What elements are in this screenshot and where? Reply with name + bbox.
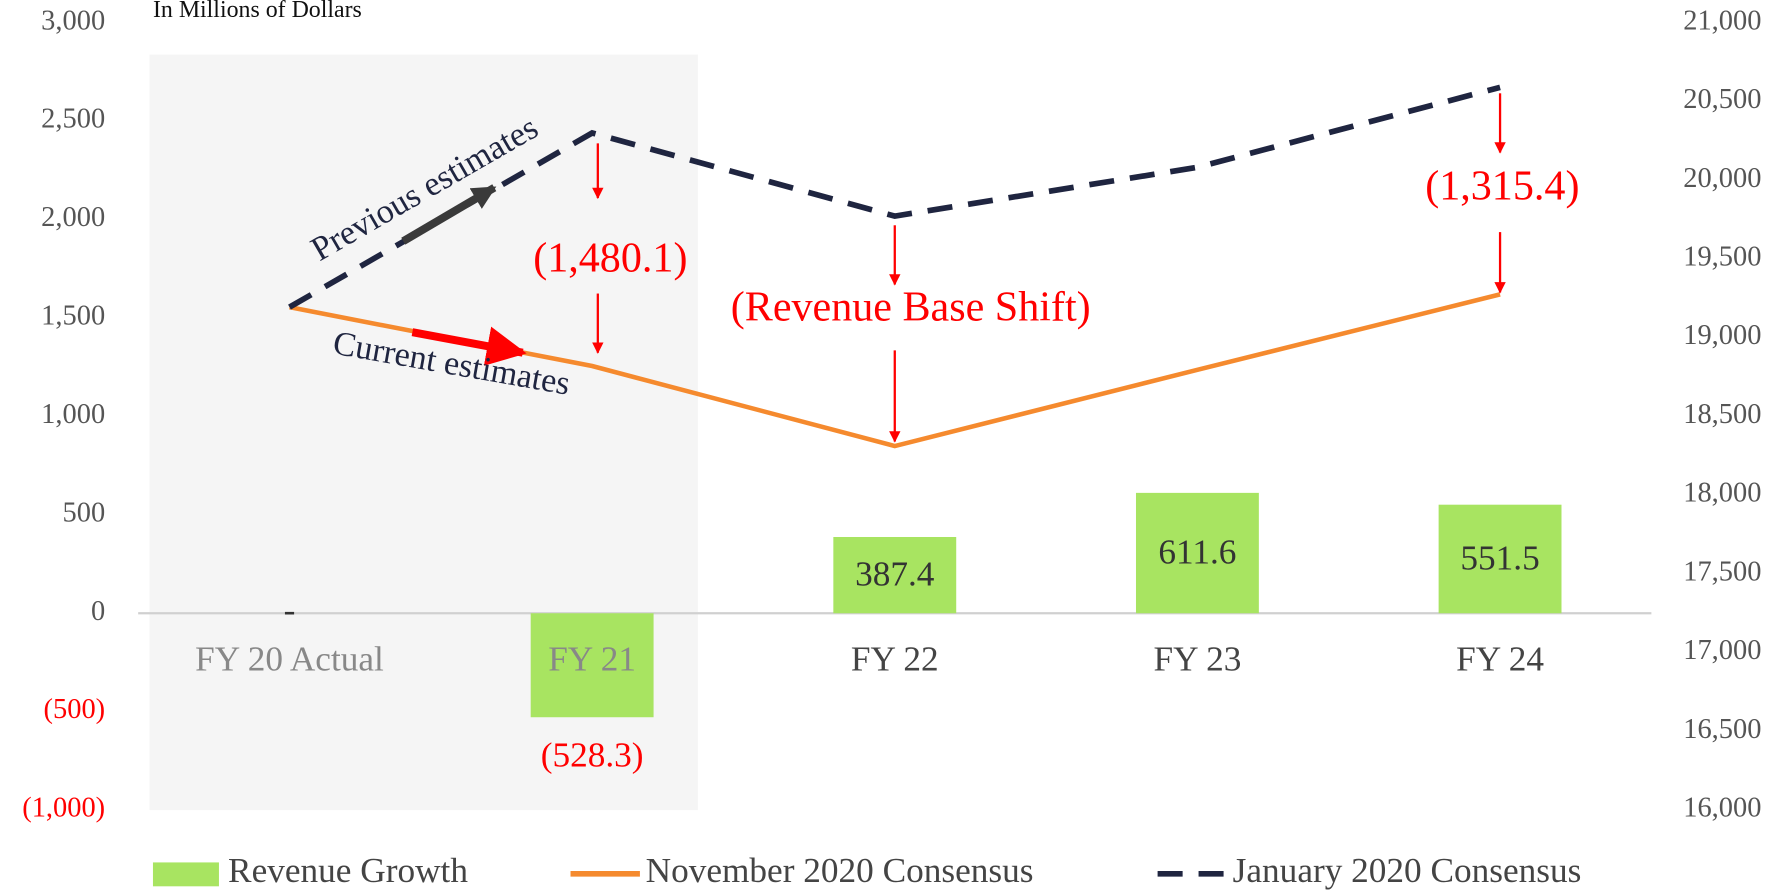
bar (1438, 504, 1562, 614)
line (288, 84, 1501, 310)
y-tick-label: 500 (63, 497, 106, 528)
bar (833, 536, 957, 614)
y2-tick-label: 19,500 (1683, 241, 1761, 272)
bar (530, 613, 654, 718)
annotation: (1,480.1) (533, 234, 687, 281)
x-tick-label: FY 24 (1456, 639, 1544, 678)
y2-tick-label: 20,000 (1683, 163, 1761, 194)
y2-tick-label: 18,500 (1683, 399, 1761, 430)
data-label: (528.3) (541, 735, 644, 774)
y-tick-label: 3,000 (41, 5, 105, 36)
data-label: 387.4 (855, 554, 935, 593)
annotation: (Revenue Base Shift) (731, 283, 1091, 330)
y-tick-label: 1,500 (41, 301, 105, 332)
y2-tick-label: 21,000 (1683, 5, 1761, 36)
y-tick-label: 2,000 (41, 202, 105, 233)
data-label: 551.5 (1460, 538, 1539, 577)
y2-tick-label: 19,000 (1683, 320, 1761, 351)
y2-tick-label: 16,500 (1683, 714, 1761, 745)
annotation-arrows (592, 93, 1506, 443)
x-tick-label: FY 20 Actual (195, 639, 384, 678)
subtitle: In Millions of Dollars (153, 0, 362, 23)
bar (1135, 492, 1259, 614)
annotation: (1,315.4) (1425, 163, 1579, 210)
y-tick-label: (1,000) (22, 793, 105, 824)
data-label: 611.6 (1158, 532, 1236, 571)
y2-tick-label: 17,000 (1683, 635, 1761, 666)
x-tick-label: FY 22 (851, 639, 939, 678)
y-tick-label: 1,000 (41, 399, 105, 430)
y-tick-label: 2,500 (41, 104, 105, 135)
previous-arrow (401, 184, 497, 245)
y2-tick-label: 17,500 (1683, 556, 1761, 587)
y-tick-label: 0 (91, 596, 105, 627)
data-label: - (284, 590, 296, 629)
legend-swatch (152, 862, 219, 887)
legend-label: November 2020 Consensus (646, 851, 1034, 890)
y2-tick-label: 20,500 (1683, 84, 1761, 115)
y-tick-label: (500) (44, 694, 106, 725)
y2-tick-label: 16,000 (1683, 793, 1761, 824)
current-arrow (411, 326, 527, 366)
x-tick-label: FY 23 (1153, 639, 1241, 678)
legend-label: January 2020 Consensus (1233, 851, 1582, 890)
y2-tick-label: 18,000 (1683, 478, 1761, 509)
x-tick-label: FY 21 (548, 639, 636, 678)
legend-label: Revenue Growth (228, 851, 468, 890)
